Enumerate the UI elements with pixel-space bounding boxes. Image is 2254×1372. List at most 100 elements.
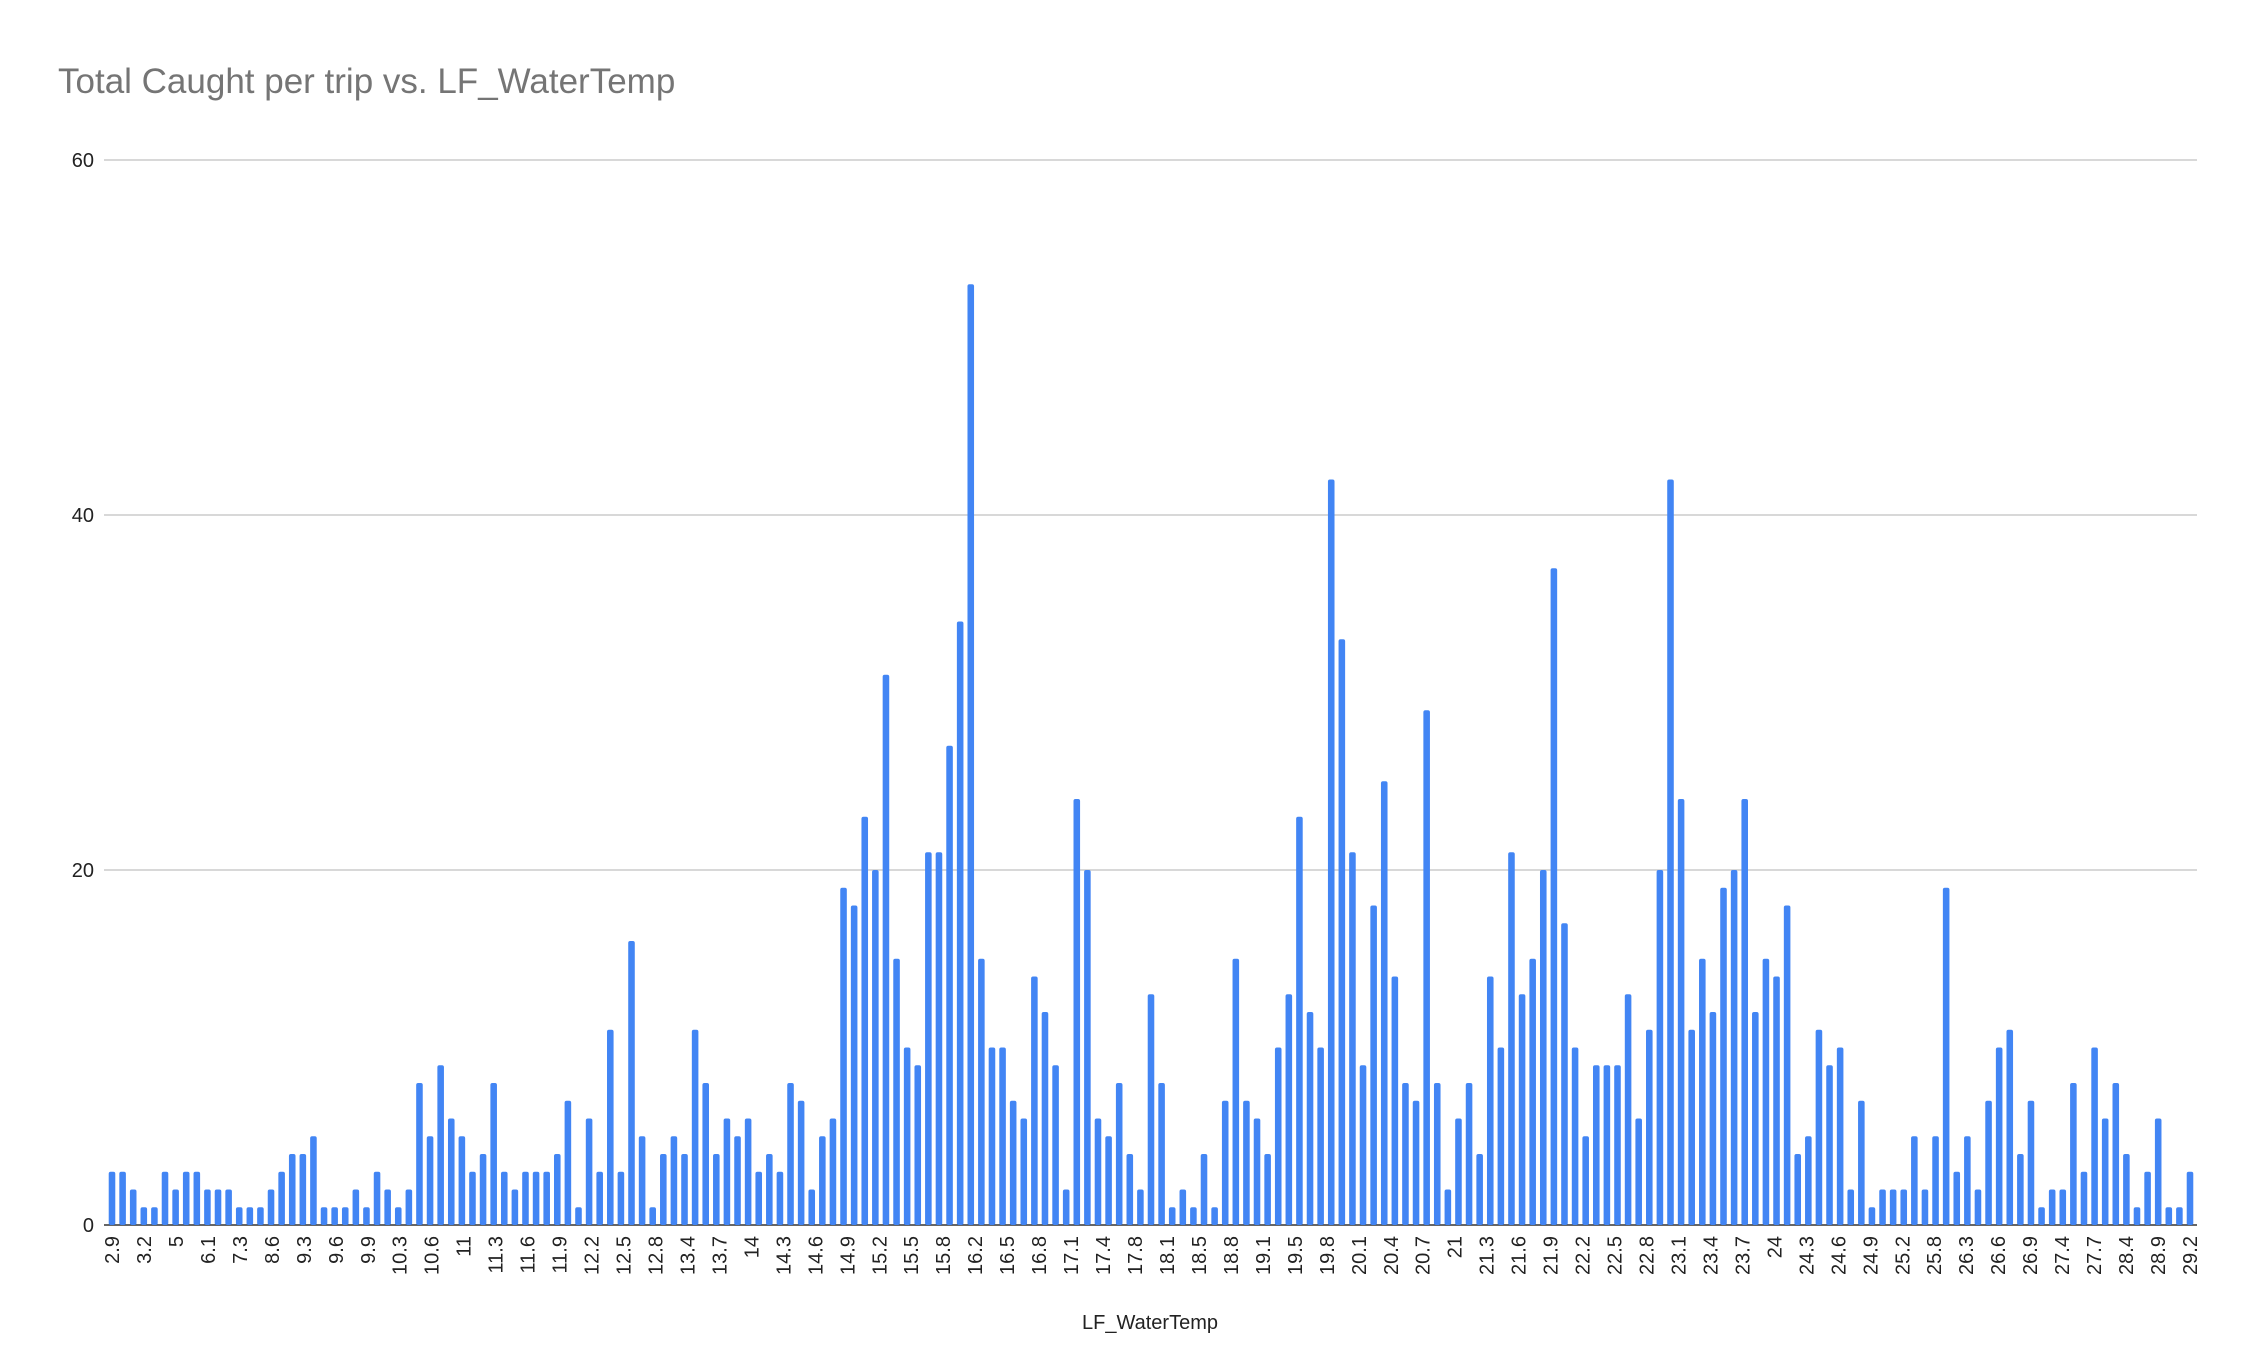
bar xyxy=(1752,1012,1759,1225)
bar xyxy=(1932,1136,1939,1225)
bar xyxy=(225,1189,232,1225)
bar xyxy=(2154,1118,2162,1225)
bar xyxy=(1433,1083,1441,1225)
bar xyxy=(1667,479,1674,1225)
bar xyxy=(1805,1136,1812,1225)
bar xyxy=(1264,1154,1271,1225)
bar xyxy=(1243,1100,1250,1225)
bar xyxy=(553,1154,561,1225)
x-tick-label: 24.6 xyxy=(1828,1236,1850,1275)
bar xyxy=(1094,1118,1102,1225)
bar xyxy=(1603,1065,1611,1225)
bar xyxy=(755,1171,763,1225)
bar xyxy=(607,1029,614,1225)
bar xyxy=(1508,852,1515,1225)
bar xyxy=(288,1154,296,1225)
bar xyxy=(1858,1100,1865,1225)
bar xyxy=(1995,1047,2003,1225)
x-tick-label: 20.1 xyxy=(1349,1236,1371,1275)
bar xyxy=(564,1100,572,1225)
bar xyxy=(522,1171,529,1225)
bar xyxy=(1370,905,1377,1225)
bar xyxy=(713,1154,720,1225)
bar xyxy=(670,1136,678,1225)
bar xyxy=(246,1207,254,1225)
bar xyxy=(2017,1154,2024,1225)
bar xyxy=(1624,994,1632,1225)
bar xyxy=(394,1207,402,1225)
bar xyxy=(946,745,953,1225)
bar xyxy=(1031,976,1038,1225)
x-tick-label: 15.2 xyxy=(869,1236,891,1275)
bar xyxy=(691,1029,699,1225)
bars xyxy=(108,284,2194,1225)
bar xyxy=(532,1171,540,1225)
x-tick-label: 28.4 xyxy=(2116,1236,2138,1275)
bar xyxy=(1274,1047,1282,1225)
bar xyxy=(1253,1118,1261,1225)
bar xyxy=(872,870,879,1225)
x-tick-label: 27.4 xyxy=(2052,1236,2074,1275)
bar xyxy=(861,816,869,1225)
bar xyxy=(500,1171,508,1225)
x-tick-label: 11.3 xyxy=(486,1236,508,1273)
bar xyxy=(1306,1012,1314,1225)
bar xyxy=(1550,568,1558,1225)
x-tick-label: 11.6 xyxy=(518,1236,540,1273)
x-tick-label: 14.9 xyxy=(837,1236,859,1275)
bar xyxy=(1455,1118,1462,1225)
bar xyxy=(1826,1065,1833,1225)
bar xyxy=(1115,1083,1123,1225)
bar xyxy=(479,1154,487,1225)
bar xyxy=(140,1207,148,1225)
bar xyxy=(384,1189,391,1225)
bar xyxy=(1465,1083,1473,1225)
bar xyxy=(2186,1171,2194,1225)
bar xyxy=(490,1083,497,1225)
bar xyxy=(1062,1189,1070,1225)
bar xyxy=(1836,1047,1844,1225)
bar xyxy=(1349,852,1356,1225)
bar xyxy=(235,1207,243,1225)
bar xyxy=(1942,887,1950,1225)
y-axis-ticks: 0 20 40 60 xyxy=(72,150,94,1237)
bar xyxy=(850,905,858,1225)
bar xyxy=(1296,816,1303,1225)
x-tick-label: 19.1 xyxy=(1253,1236,1275,1275)
bar xyxy=(649,1207,656,1225)
x-tick-label: 17.4 xyxy=(1093,1236,1115,1275)
bar xyxy=(797,1100,805,1225)
x-tick-label: 29.2 xyxy=(2180,1236,2202,1275)
bar xyxy=(182,1171,190,1225)
x-tick-label: 13.7 xyxy=(709,1236,731,1275)
bar xyxy=(1985,1100,1992,1225)
bar xyxy=(373,1171,381,1225)
x-tick-label: 23.1 xyxy=(1668,1236,1690,1275)
bar xyxy=(787,1083,794,1225)
bar xyxy=(2091,1047,2098,1225)
bar xyxy=(341,1207,349,1225)
y-tick-label: 20 xyxy=(72,860,94,882)
x-tick-label: 16.2 xyxy=(965,1236,987,1275)
bar xyxy=(903,1047,911,1225)
bar xyxy=(1423,710,1430,1225)
bar xyxy=(363,1207,370,1225)
x-tick-label: 21.9 xyxy=(1541,1236,1563,1275)
bar xyxy=(1052,1065,1059,1225)
bar xyxy=(1762,958,1770,1225)
bar xyxy=(1911,1136,1918,1225)
x-tick-label: 17.8 xyxy=(1125,1236,1147,1275)
bar xyxy=(893,958,900,1225)
bar xyxy=(1783,905,1791,1225)
x-tick-label: 21.6 xyxy=(1509,1236,1531,1275)
bar xyxy=(151,1207,158,1225)
x-tick-label: 14.6 xyxy=(805,1236,827,1275)
x-tick-label: 25.2 xyxy=(1892,1236,1914,1275)
bar xyxy=(766,1154,773,1225)
bar xyxy=(967,284,975,1225)
bar xyxy=(447,1118,455,1225)
x-tick-label: 18.1 xyxy=(1157,1236,1179,1275)
bar xyxy=(1529,958,1536,1225)
bar xyxy=(1168,1207,1176,1225)
bar xyxy=(469,1171,476,1225)
